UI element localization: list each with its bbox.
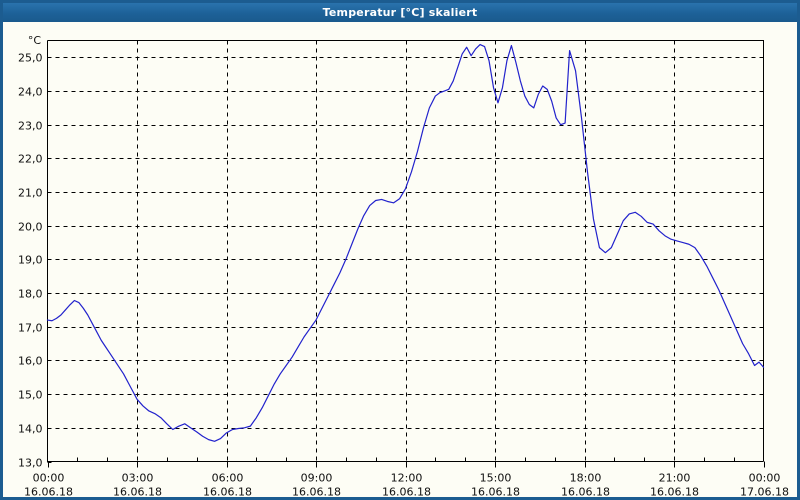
x-axis-tick-labels: 00:0016.06.1803:0016.06.1806:0016.06.180… <box>24 472 789 499</box>
x-axis-time-label: 09:00 <box>301 472 333 485</box>
x-axis-date-label: 16.06.18 <box>561 486 610 499</box>
x-axis-date-label: 16.06.18 <box>203 486 252 499</box>
y-axis-tick-labels: 25,0 24,0 23,0 22,0 21,0 20,0 19,0 18,0 17,0 16,0… <box>18 52 43 470</box>
x-axis-date-label: 16.06.18 <box>650 486 699 499</box>
x-axis-time-label: 21:00 <box>659 472 691 485</box>
x-axis-time-label: 00:00 <box>749 472 781 485</box>
x-axis-date-label: 16.06.18 <box>382 486 431 499</box>
y-axis-tick-label: 20,0 <box>18 221 43 234</box>
x-axis-time-label: 12:00 <box>391 472 423 485</box>
x-axis-date-label: 16.06.18 <box>471 486 520 499</box>
x-axis-date-label: 17.06.18 <box>740 486 789 499</box>
x-axis-time-label: 00:00 <box>33 472 65 485</box>
x-axis-time-label: 15:00 <box>480 472 512 485</box>
horizontal-gridlines <box>47 57 764 463</box>
minor-tick-marks <box>77 457 735 462</box>
y-axis-tick-label: 17,0 <box>18 322 43 335</box>
x-axis-time-label: 03:00 <box>122 472 154 485</box>
x-axis-time-label: 18:00 <box>570 472 602 485</box>
y-axis-tick-label: 22,0 <box>18 153 43 166</box>
y-axis-tick-label: 24,0 <box>18 86 43 99</box>
axis-frame <box>46 39 765 463</box>
x-axis-time-label: 06:00 <box>212 472 244 485</box>
x-axis-date-label: 16.06.18 <box>24 486 73 499</box>
y-axis-tick-label: 15,0 <box>18 389 43 402</box>
y-axis-tick-label: 13,0 <box>18 457 43 470</box>
temperature-series-line <box>46 43 765 442</box>
major-tick-marks <box>48 461 765 468</box>
temperature-line-chart: °C 25,0 24,0 23,0 22,0 21,0 20,0 19,0 18,0 17,0 1… <box>3 22 797 499</box>
y-axis-tick-label: 19,0 <box>18 254 43 267</box>
vertical-gridlines <box>137 40 675 462</box>
x-axis-date-label: 16.06.18 <box>292 486 341 499</box>
y-axis-tick-label: 16,0 <box>18 355 43 368</box>
y-axis-tick-label: 21,0 <box>18 187 43 200</box>
window-title-bar: Temperatur [°C] skaliert <box>3 3 797 22</box>
window-title: Temperatur [°C] skaliert <box>322 6 478 19</box>
y-axis-unit-label: °C <box>28 34 42 47</box>
x-axis-date-label: 16.06.18 <box>113 486 162 499</box>
y-axis-tick-label: 23,0 <box>18 120 43 133</box>
y-axis-tick-label: 25,0 <box>18 52 43 65</box>
y-axis-tick-label: 14,0 <box>18 423 43 436</box>
y-axis-tick-label: 18,0 <box>18 288 43 301</box>
chart-canvas: °C 25,0 24,0 23,0 22,0 21,0 20,0 19,0 18,0 17,0 1… <box>3 22 797 497</box>
